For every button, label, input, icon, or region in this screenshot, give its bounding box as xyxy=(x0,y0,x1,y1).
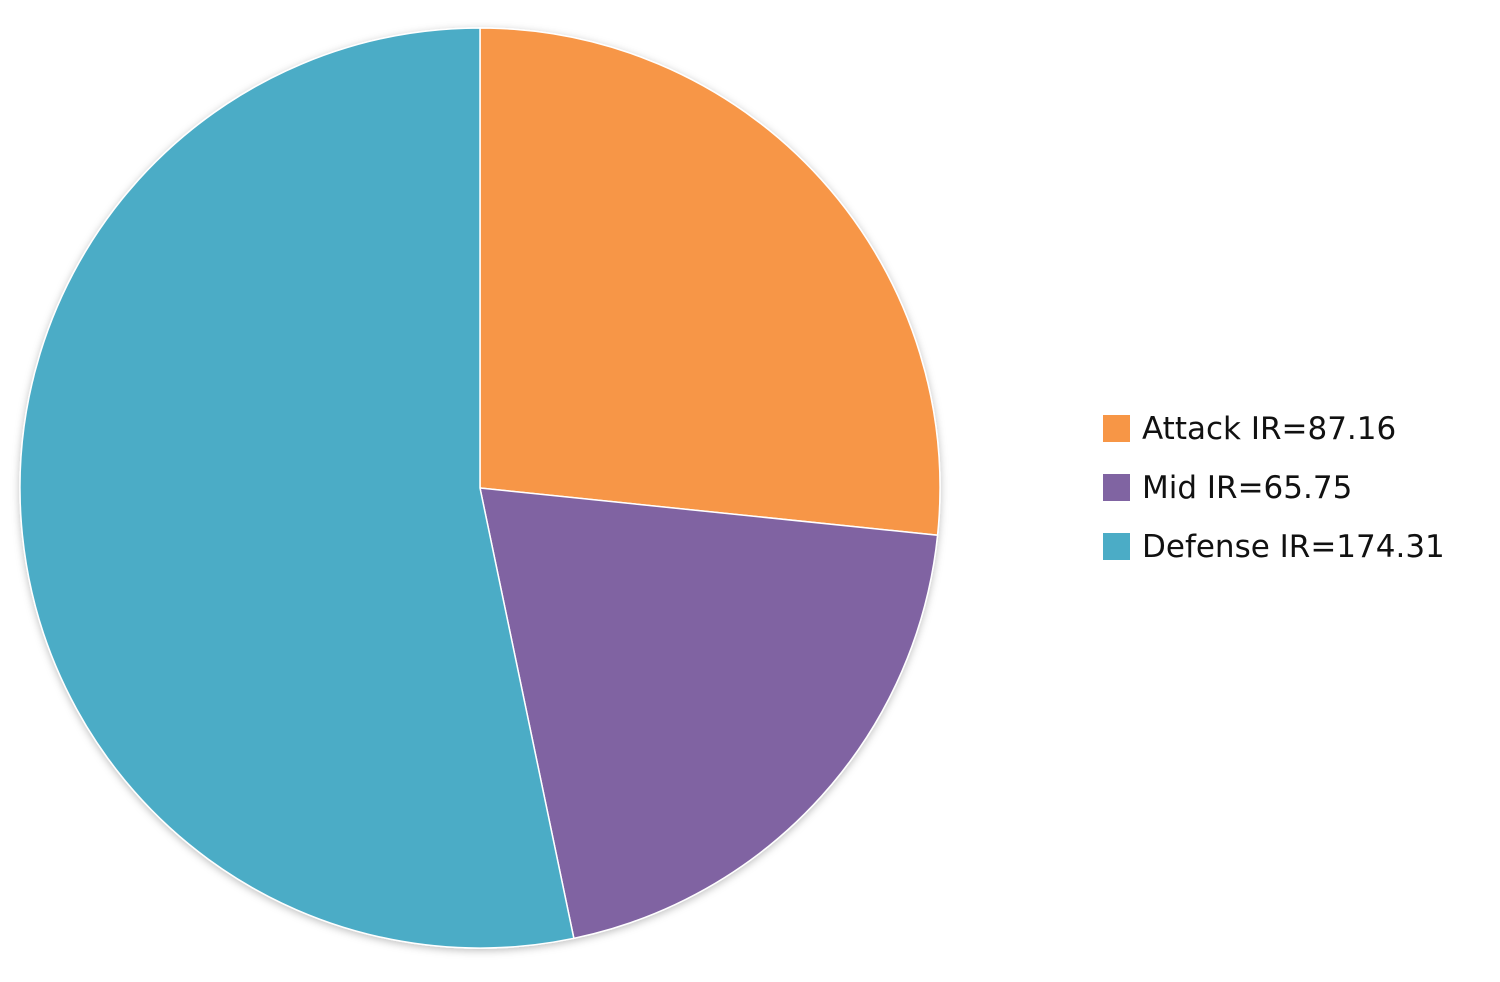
pie-slice-defense xyxy=(19,27,575,949)
pie-slice-mid xyxy=(479,487,939,940)
legend-item-defense: Defense IR=174.31 xyxy=(1103,506,1445,587)
legend-item-mid: Mid IR=65.75 xyxy=(1103,447,1445,528)
legend-label-defense: Defense IR=174.31 xyxy=(1142,528,1445,565)
legend-label-mid: Mid IR=65.75 xyxy=(1142,469,1353,506)
legend-swatch-attack xyxy=(1103,415,1130,442)
chart-legend: Attack IR=87.16 Mid IR=65.75 Defense IR=… xyxy=(1103,388,1445,587)
legend-swatch-defense xyxy=(1103,533,1130,560)
legend-item-attack: Attack IR=87.16 xyxy=(1103,388,1445,469)
pie-slice-attack xyxy=(479,27,941,537)
legend-swatch-mid xyxy=(1103,474,1130,501)
legend-label-attack: Attack IR=87.16 xyxy=(1142,410,1397,447)
